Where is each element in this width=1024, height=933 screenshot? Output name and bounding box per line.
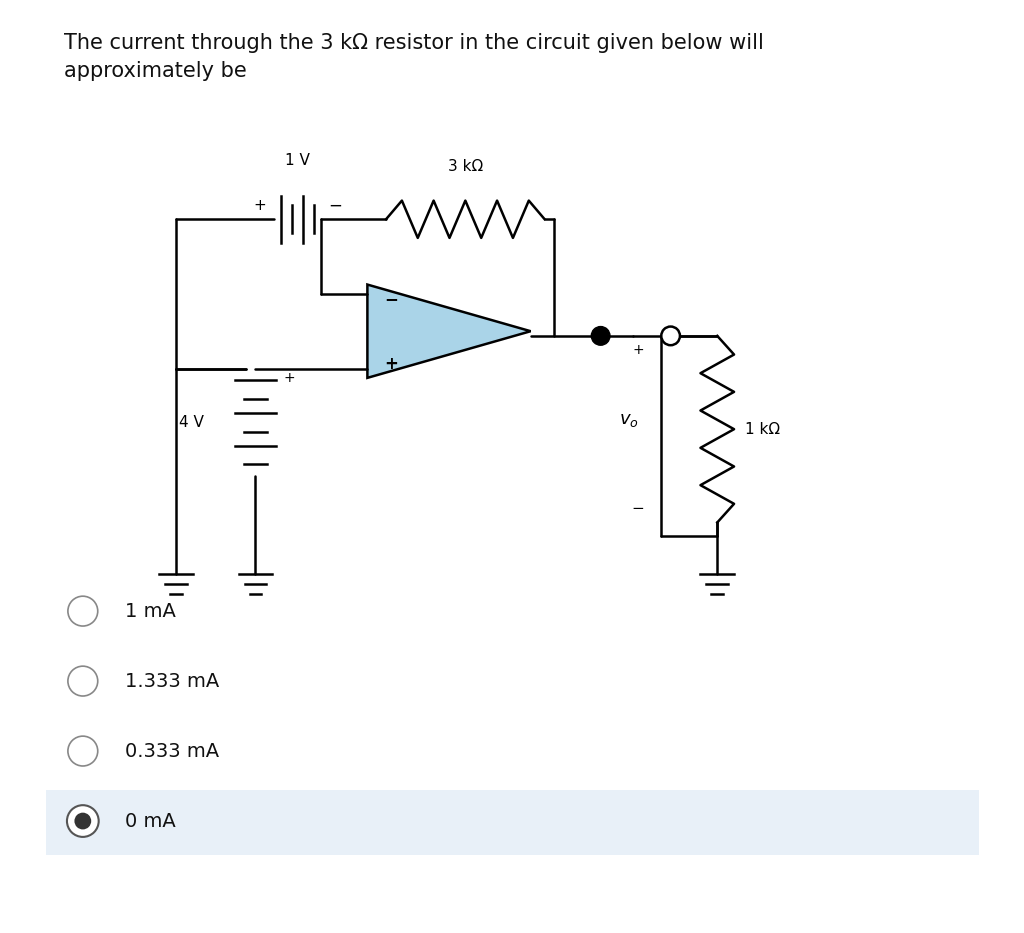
Circle shape	[67, 805, 98, 837]
Polygon shape	[368, 285, 530, 378]
FancyBboxPatch shape	[45, 790, 979, 855]
Circle shape	[662, 327, 680, 345]
Circle shape	[68, 666, 97, 696]
Text: approximately be: approximately be	[65, 61, 247, 80]
Text: 1 mA: 1 mA	[125, 602, 176, 620]
Circle shape	[591, 327, 610, 345]
Text: 1 kΩ: 1 kΩ	[745, 422, 780, 437]
Text: +: +	[384, 355, 397, 373]
Text: 0 mA: 0 mA	[125, 812, 175, 830]
Text: 0.333 mA: 0.333 mA	[125, 742, 219, 760]
Text: 1 V: 1 V	[285, 153, 310, 168]
Text: +: +	[284, 370, 295, 385]
Text: 1.333 mA: 1.333 mA	[125, 672, 219, 690]
Text: The current through the 3 kΩ resistor in the circuit given below will: The current through the 3 kΩ resistor in…	[65, 33, 764, 52]
Text: $v_o$: $v_o$	[618, 411, 639, 429]
Text: 4 V: 4 V	[179, 414, 204, 430]
Text: 3 kΩ: 3 kΩ	[447, 160, 483, 174]
Text: −: −	[328, 196, 342, 215]
Text: −: −	[632, 501, 644, 516]
Circle shape	[75, 813, 91, 829]
Circle shape	[68, 596, 97, 626]
Text: +: +	[632, 342, 644, 357]
Text: +: +	[254, 198, 266, 213]
Circle shape	[68, 736, 97, 766]
Text: −: −	[384, 289, 397, 308]
